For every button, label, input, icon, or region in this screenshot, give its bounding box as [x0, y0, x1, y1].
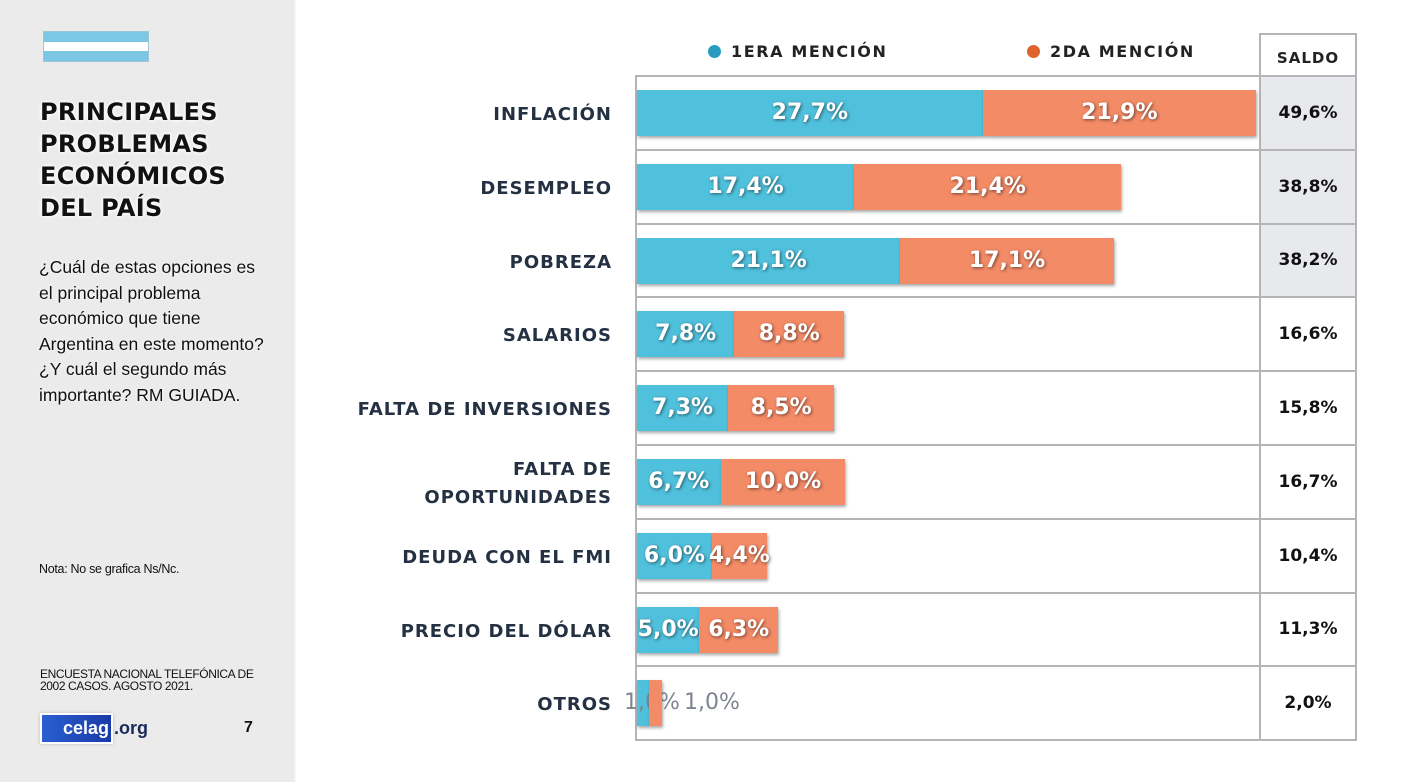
category-label: FALTA DE INVERSIONES	[358, 396, 612, 424]
bar-second-mention	[900, 237, 1114, 284]
category-label: POBREZA	[510, 249, 612, 277]
saldo-value: 2,0%	[1284, 693, 1332, 714]
bar-first-mention	[637, 458, 721, 505]
bar-first-mention	[637, 311, 735, 358]
data-label: 1,0%	[684, 690, 740, 716]
legend-label: 2DA MENCIÓN	[1050, 42, 1195, 61]
category-label: FALTA DE OPORTUNIDADES	[424, 456, 612, 512]
data-label: 5,0%	[637, 616, 699, 642]
page-title: PRINCIPALES PROBLEMAS ECONÓMICOS DEL PAÍ…	[40, 96, 270, 224]
saldo-value: 38,8%	[1261, 150, 1355, 223]
logo-main: celag	[40, 713, 113, 744]
data-label: 17,4%	[707, 173, 784, 199]
category-label-line: DESEMPLEO	[480, 177, 612, 199]
category-label-line: SALARIOS	[502, 325, 612, 347]
saldo-value: 38,2%	[1261, 224, 1355, 297]
saldo-value: 16,6%	[1278, 324, 1338, 345]
legend-second-mention: 2DA MENCIÓN	[1027, 42, 1195, 61]
data-label: 10,0%	[744, 468, 822, 494]
category-label: PRECIO DEL DÓLAR	[401, 618, 612, 646]
category-label-line: INFLACIÓN	[493, 103, 612, 125]
saldo-column-divider	[1259, 75, 1261, 741]
data-label: 21,9%	[1081, 99, 1158, 125]
category-label-line: FALTA DE	[513, 458, 612, 480]
chart-frame	[635, 75, 1356, 741]
bar-first-mention	[637, 237, 901, 284]
bar-first-mention	[637, 606, 700, 653]
saldo-header: SALDO	[1259, 33, 1357, 76]
sidebar: PRINCIPALES PROBLEMAS ECONÓMICOS DEL PAÍ…	[0, 0, 296, 782]
logo-suffix: .org	[114, 718, 148, 738]
saldo-value: 49,6%	[1261, 77, 1355, 149]
row-divider	[635, 222, 1357, 225]
saldo-value: 15,8%	[1278, 398, 1338, 419]
bar-second-mention	[854, 163, 1122, 210]
title-line: PROBLEMAS	[40, 130, 209, 158]
bar-second-mention	[699, 606, 778, 653]
category-label: DESEMPLEO	[480, 175, 612, 203]
bar-second-mention	[982, 89, 1256, 136]
title-line: ECONÓMICOS	[40, 162, 227, 190]
data-label: 21,4%	[949, 173, 1026, 199]
saldo-value: 10,4%	[1278, 545, 1338, 566]
data-label: 6,3%	[708, 616, 770, 642]
bar-first-mention	[637, 89, 983, 136]
bar-second-mention	[728, 385, 835, 432]
category-label: OTROS	[537, 691, 612, 719]
category-label: INFLACIÓN	[493, 101, 612, 129]
celag-logo[interactable]: celag .org	[40, 713, 148, 744]
data-label: 27,7%	[771, 99, 849, 125]
row-divider	[635, 444, 1357, 446]
argentina-flag-icon	[43, 31, 149, 62]
legend-dot-first-icon	[708, 45, 721, 58]
bar-second-mention	[720, 458, 846, 505]
row-divider	[635, 517, 1357, 520]
category-label-line: PRECIO DEL DÓLAR	[400, 620, 612, 642]
survey-question: ¿Cuál de estas opciones es el principal …	[39, 257, 264, 405]
data-label: 7,3%	[652, 395, 714, 421]
bar-first-mention	[637, 680, 650, 727]
row-divider	[635, 370, 1357, 373]
bar-first-mention	[637, 532, 712, 579]
data-label: 7,8%	[655, 321, 717, 347]
row-divider	[635, 665, 1357, 668]
data-label: 8,5%	[750, 395, 812, 421]
legend-first-mention: 1ERA MENCIÓN	[708, 42, 887, 61]
saldo-value: 11,3%	[1278, 619, 1338, 640]
title-line: DEL PAÍS	[40, 194, 163, 222]
source-note: ENCUESTA NACIONAL TELEFÓNICA DE 2002 CAS…	[40, 667, 254, 693]
category-label-line: FALTA DE INVERSIONES	[357, 399, 612, 421]
data-label: 17,1%	[968, 247, 1046, 273]
row-divider	[635, 296, 1357, 299]
category-label-line: POBREZA	[509, 251, 612, 273]
row-divider	[635, 148, 1357, 151]
bar-first-mention	[637, 385, 729, 432]
saldo-column-border	[1355, 33, 1357, 741]
page-number: 7	[244, 719, 253, 736]
data-label: 4,4%	[708, 542, 770, 568]
bar-second-mention	[711, 532, 767, 579]
title-line: PRINCIPALES	[40, 98, 218, 126]
data-label: 6,0%	[643, 542, 705, 568]
bar-second-mention	[734, 311, 845, 358]
data-label: 6,7%	[648, 468, 710, 494]
row-divider	[635, 591, 1357, 594]
category-label-line: OPORTUNIDADES	[424, 486, 612, 508]
data-label: 8,8%	[758, 321, 820, 347]
category-label: SALARIOS	[503, 322, 612, 350]
legend-label: 1ERA MENCIÓN	[731, 42, 888, 61]
bar-second-mention	[649, 680, 662, 727]
saldo-value: 16,7%	[1278, 471, 1338, 492]
category-label: DEUDA CON EL FMI	[402, 544, 612, 572]
legend-dot-second-icon	[1027, 45, 1040, 58]
note: Nota: No se grafica Ns/Nc.	[39, 562, 180, 576]
category-label-line: DEUDA CON EL FMI	[402, 546, 612, 568]
bar-first-mention	[637, 163, 855, 210]
category-label-line: OTROS	[537, 694, 612, 716]
data-label: 21,1%	[730, 247, 807, 273]
